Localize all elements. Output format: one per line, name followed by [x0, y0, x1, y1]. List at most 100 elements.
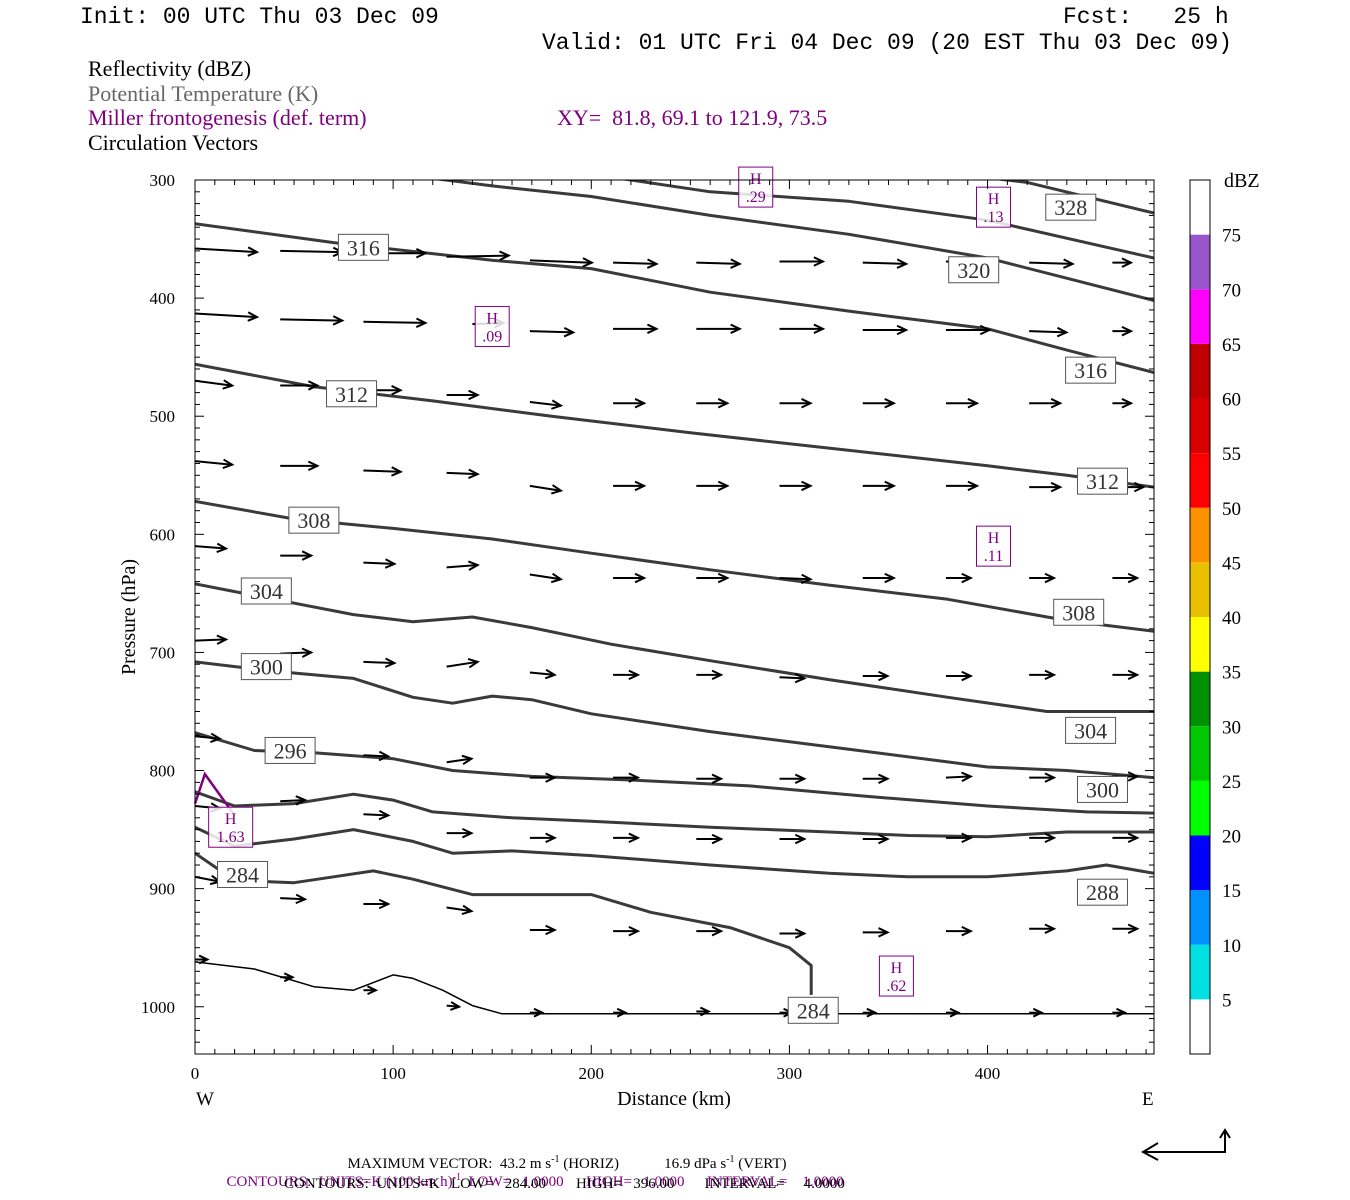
svg-text:.11: .11	[984, 548, 1003, 565]
circulation-vector	[862, 670, 890, 682]
circulation-vector	[1029, 326, 1069, 338]
theta-contour-292	[195, 790, 1154, 839]
frontogenesis-max: H.62	[878, 955, 914, 997]
circulation-vector	[779, 833, 807, 845]
frontogenesis-max: H.09	[474, 305, 510, 347]
circulation-vector	[363, 317, 428, 328]
circulation-vector	[696, 398, 730, 409]
circulation-vector	[779, 398, 813, 409]
circulation-vector	[613, 572, 647, 584]
circulation-vector	[862, 572, 897, 584]
svg-text:308: 308	[297, 508, 330, 533]
svg-text:284: 284	[797, 998, 830, 1023]
svg-text:316: 316	[347, 235, 380, 260]
circulation-vector	[529, 772, 557, 783]
theta-label: 316	[337, 233, 389, 261]
valid-time: Valid: 01 UTC Fri 04 Dec 09 (20 EST Thu …	[542, 30, 1233, 56]
circulation-vector	[529, 668, 557, 680]
svg-text:1.63: 1.63	[217, 829, 245, 846]
colorbar-label: 60	[1222, 390, 1241, 411]
circulation-vector	[696, 669, 724, 681]
x-tick-label: 200	[579, 1064, 605, 1083]
circulation-vector	[945, 925, 974, 937]
circulation-vector	[446, 560, 480, 571]
circulation-vector	[945, 480, 980, 492]
circulation-vector	[696, 480, 730, 492]
circulation-vector	[1112, 669, 1140, 681]
svg-text:300: 300	[250, 655, 283, 680]
circulation-vector	[613, 480, 647, 492]
circulation-vector	[696, 925, 724, 937]
circulation-vector	[1112, 572, 1140, 584]
colorbar-title: dBZ	[1224, 170, 1260, 192]
circulation-vector	[696, 258, 743, 269]
colorbar-label: 40	[1222, 608, 1241, 629]
circulation-vector	[945, 398, 980, 409]
colorbar-label: 70	[1222, 280, 1241, 301]
circulation-vector	[195, 379, 235, 390]
legend-xy-section: XY= 81.8, 69.1 to 121.9, 73.5	[557, 105, 828, 130]
footer-contours-theta: CONTOURS: UNITS=K LOW= 284.00 HIGH= 396.…	[284, 1176, 845, 1192]
circulation-vector	[446, 1001, 462, 1011]
circulation-vector	[862, 773, 890, 784]
colorbar-label: 20	[1222, 827, 1241, 848]
circulation-vector	[280, 460, 320, 471]
circulation-vector	[529, 924, 557, 936]
circulation-vector	[945, 1007, 961, 1018]
theta-label: 308	[288, 506, 340, 534]
circulation-vector	[779, 573, 813, 585]
circulation-vector	[363, 558, 397, 569]
circulation-vector	[446, 468, 480, 479]
y-tick-label: 400	[150, 289, 176, 308]
circulation-vector	[862, 480, 897, 492]
circulation-vector	[862, 833, 890, 845]
circulation-vector	[696, 1006, 712, 1017]
colorbar-label: 15	[1222, 881, 1241, 902]
colorbar-label: 25	[1222, 772, 1241, 793]
circulation-vector	[1029, 258, 1075, 269]
colorbar-label: 30	[1222, 717, 1241, 738]
theta-label: 284	[217, 860, 269, 888]
circulation-vector	[1029, 832, 1057, 844]
colorbar-label: 45	[1222, 553, 1241, 574]
frontogenesis-max: H.13	[976, 186, 1012, 228]
svg-text:H: H	[486, 310, 498, 327]
colorbar-segment	[1190, 835, 1210, 891]
circulation-vector	[280, 380, 320, 391]
theta-contour-296	[195, 731, 1154, 815]
colorbar-segment	[1190, 398, 1210, 454]
circulation-vector	[696, 833, 724, 845]
circulation-vector	[1112, 257, 1134, 268]
circulation-vector	[446, 827, 474, 839]
circulation-vector	[1029, 572, 1057, 584]
circulation-vector	[280, 246, 345, 258]
theta-contour-324	[620, 180, 1154, 260]
colorbar-label: 50	[1222, 499, 1241, 520]
theta-contour-288	[195, 825, 1154, 879]
theta-label: 300	[1076, 775, 1128, 803]
x-axis-west-label: W	[196, 1089, 214, 1110]
theta-label: 304	[240, 577, 292, 605]
circulation-vector	[945, 771, 974, 783]
y-tick-label: 600	[150, 525, 176, 544]
svg-text:304: 304	[250, 579, 283, 604]
svg-text:.09: .09	[482, 328, 502, 345]
circulation-vector	[613, 258, 659, 269]
colorbar-segment	[1190, 944, 1210, 1000]
circulation-vector	[280, 893, 308, 905]
circulation-vector	[779, 256, 826, 267]
theta-label: 296	[264, 736, 316, 764]
circulation-vector	[613, 669, 641, 681]
circulation-vector	[613, 1007, 628, 1018]
circulation-vector	[280, 795, 308, 806]
circulation-vector	[529, 484, 564, 495]
colorbar-label: 65	[1222, 335, 1241, 356]
x-tick-label: 100	[380, 1064, 406, 1083]
circulation-vector	[1112, 398, 1134, 409]
svg-text:312: 312	[1086, 469, 1119, 494]
colorbar-segment	[1190, 999, 1210, 1054]
footer-contours-frontogenesis: CONTOURS: UNITS=K (100 km h)-1 LOW= 1.00…	[226, 1172, 844, 1190]
colorbar-label: 10	[1222, 936, 1241, 957]
theta-contour-284	[195, 851, 813, 995]
